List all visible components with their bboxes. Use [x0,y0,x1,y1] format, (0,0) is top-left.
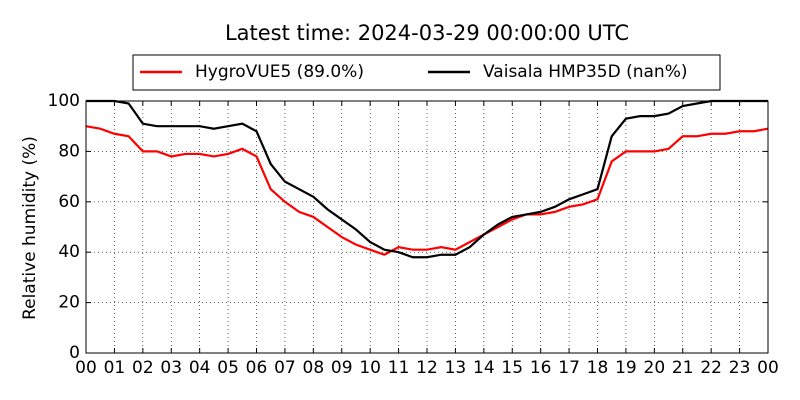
x-tick-label: 00 [75,358,97,378]
y-tick-label: 0 [69,343,80,363]
x-tick-label: 08 [303,358,325,378]
x-tick-label: 12 [416,358,438,378]
x-tick-label: 06 [246,358,268,378]
legend-label: Vaisala HMP35D (nan%) [483,62,687,82]
data-line [85,125,769,256]
y-axis-label: Relative humidity (%) [20,136,40,320]
x-tick-label: 00 [757,358,779,378]
x-tick-label: 09 [331,358,353,378]
x-tick-label: 05 [217,358,239,378]
y-tick-label: 40 [58,242,80,262]
x-tick-label: 11 [388,358,410,378]
data-line [86,99,768,259]
x-tick-label: 22 [700,358,722,378]
y-tick-label: 60 [58,192,80,212]
x-tick-label: 16 [530,358,552,378]
x-tick-label: 18 [587,358,609,378]
y-tick-label: 100 [48,91,80,111]
x-tick-label: 19 [615,358,637,378]
x-tick-label: 20 [644,358,666,378]
x-tick-label: 15 [501,358,523,378]
y-tick-label: 20 [58,293,80,313]
x-tick-label: 04 [189,358,211,378]
plot-frame [85,100,769,354]
legend-label: HygroVUE5 (89.0%) [195,62,364,82]
x-tick-label: 17 [558,358,580,378]
x-tick-label: 21 [672,358,694,378]
x-tick-label: 13 [445,358,467,378]
x-tick-label: 10 [359,358,381,378]
x-tick-label: 03 [160,358,182,378]
x-tick-label: 02 [132,358,154,378]
chart-title: Latest time: 2024-03-29 00:00:00 UTC [225,21,629,45]
y-tick-label: 80 [58,141,80,161]
x-tick-label: 23 [729,358,751,378]
x-tick-label: 01 [104,358,126,378]
legend-box [132,54,721,91]
x-tick-label: 14 [473,358,495,378]
x-tick-label: 07 [274,358,296,378]
